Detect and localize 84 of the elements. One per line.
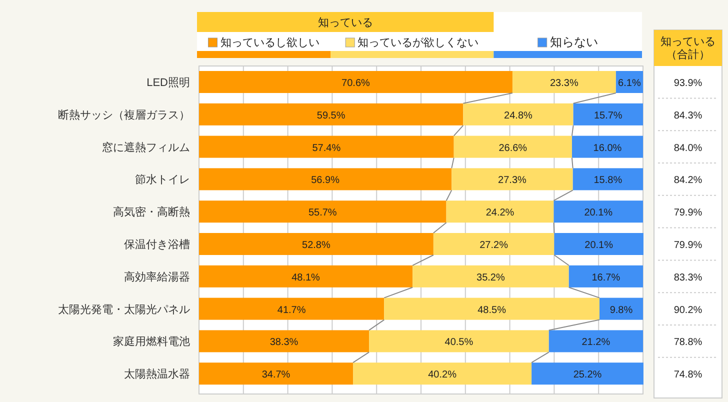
y-tick-label: 太陽光発電・太陽光パネル: [58, 302, 190, 316]
y-tick-label: 太陽熱温水器: [124, 368, 190, 381]
text: 79.9%: [674, 208, 702, 219]
data-label: 34.7%: [262, 370, 290, 381]
data-label: 15.8%: [594, 175, 622, 186]
data-label: 24.2%: [486, 208, 514, 219]
data-label: 27.3%: [498, 175, 527, 186]
data-label: 23.3%: [550, 78, 578, 89]
y-tick-label: LED照明: [146, 77, 190, 89]
bar: [573, 103, 643, 126]
bar: [568, 265, 643, 288]
bar: [199, 168, 452, 190]
bar: [369, 330, 549, 352]
data-label: 6.1%: [618, 78, 641, 89]
text: 84.0%: [674, 142, 702, 154]
text: 知っている（合計）: [660, 36, 716, 61]
y-tick-label: 高気密・高断熱: [113, 206, 190, 219]
text: 84.2%: [674, 175, 702, 186]
text: 83.3%: [674, 272, 702, 284]
bar: [452, 168, 573, 190]
data-label: 40.2%: [428, 370, 457, 381]
legend-title: 知っている: [318, 17, 373, 29]
bar: [353, 362, 532, 385]
bar: [384, 298, 600, 320]
data-label: 27.2%: [480, 240, 508, 251]
y-tick-label: 保温付き浴槽: [124, 239, 190, 251]
data-label: 26.6%: [498, 142, 528, 154]
bar: [554, 200, 643, 223]
data-label: 70.6%: [342, 78, 370, 89]
bar: [433, 233, 554, 255]
data-label: 48.5%: [478, 304, 506, 316]
text: 74.8%: [674, 370, 702, 381]
bar: [446, 200, 554, 223]
text: 78.8%: [674, 337, 702, 348]
bar: [199, 200, 446, 223]
data-label: 35.2%: [476, 272, 505, 284]
y-tick-label: 節水トイレ: [135, 173, 190, 186]
bar: [454, 136, 572, 158]
bar: [512, 71, 616, 93]
legend-label: 知っているが欲しくない: [358, 37, 479, 49]
data-label: 48.1%: [292, 272, 320, 284]
data-label: 56.9%: [311, 175, 340, 186]
data-label: 9.8%: [610, 304, 633, 316]
data-label: 21.2%: [582, 337, 610, 348]
bar: [599, 298, 643, 320]
y-tick-label: 高効率給湯器: [124, 270, 190, 284]
bar: [199, 330, 370, 352]
data-label: 41.7%: [277, 304, 306, 316]
text: 79.9%: [674, 240, 702, 251]
bar: [572, 136, 643, 158]
data-label: 16.0%: [593, 142, 622, 154]
data-label: 20.1%: [584, 208, 613, 219]
bar: [199, 71, 512, 93]
data-label: 57.4%: [312, 142, 341, 154]
bar: [554, 233, 644, 255]
bar: [463, 103, 574, 126]
bar: [412, 265, 569, 288]
text: 84.3%: [674, 110, 702, 122]
data-label: 59.5%: [316, 110, 346, 122]
bar: [532, 362, 644, 385]
bar: [199, 136, 454, 158]
text: 93.9%: [674, 78, 702, 89]
bar: [199, 265, 413, 288]
bar: [199, 103, 464, 126]
bar: [199, 233, 434, 255]
bar: [199, 298, 384, 320]
data-label: 55.7%: [308, 208, 337, 219]
data-label: 40.5%: [444, 337, 474, 348]
data-label: 52.8%: [302, 240, 330, 251]
text: 90.2%: [674, 304, 702, 316]
bar: [572, 168, 643, 190]
data-label: 38.3%: [270, 337, 298, 348]
y-tick-label: 断熱サッシ（複層ガラス）: [58, 108, 190, 122]
y-tick-label: 窓に遮熱フィルム: [102, 140, 190, 154]
data-label: 24.8%: [504, 110, 533, 122]
legend-label: 知らない: [550, 35, 598, 49]
data-label: 25.2%: [573, 370, 602, 381]
bar: [548, 330, 643, 352]
y-tick-label: 家庭用燃料電池: [113, 335, 190, 348]
data-label: 16.7%: [592, 272, 620, 284]
data-label: 15.7%: [594, 110, 622, 122]
bar: [199, 362, 354, 385]
data-label: 20.1%: [584, 240, 614, 251]
series-label: 知っているし欲しい: [220, 37, 320, 49]
